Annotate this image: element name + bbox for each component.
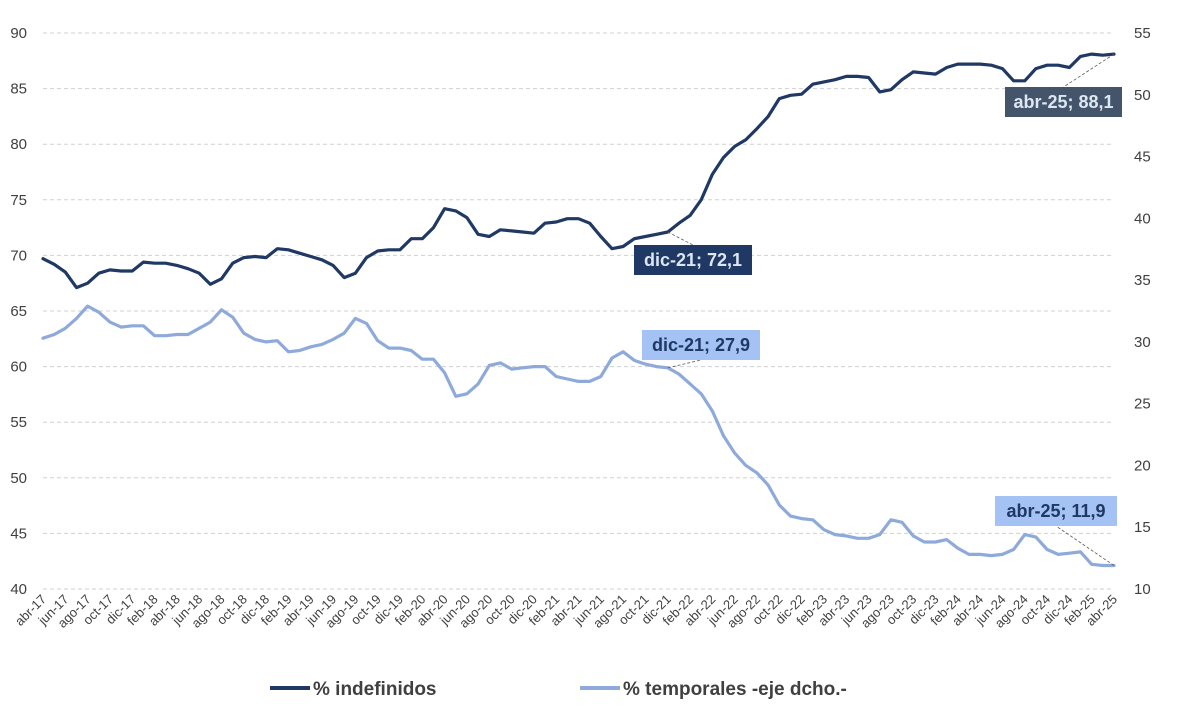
- callout-box: [642, 330, 760, 360]
- legend-label-indefinidos: % indefinidos: [313, 679, 437, 700]
- callout-label: dic-21; 27,9: [652, 335, 750, 355]
- left-tick-label: 80: [10, 136, 27, 153]
- callout-leader: [667, 231, 694, 246]
- right-tick-label: 35: [1134, 272, 1151, 289]
- callout-box: [634, 245, 752, 275]
- right-tick-label: 30: [1134, 334, 1151, 351]
- legend-label-temporales: % temporales -eje dcho.-: [623, 679, 847, 700]
- right-tick-label: 50: [1134, 87, 1151, 104]
- right-tick-label: 20: [1134, 457, 1151, 474]
- left-tick-label: 45: [10, 525, 27, 542]
- callout-box: [1005, 87, 1122, 117]
- series-lines: [41, 52, 1116, 568]
- right-axis-ticks: 10 15 20 25 30 35 40 45 50 55: [1134, 25, 1151, 598]
- left-tick-label: 55: [10, 414, 27, 431]
- left-tick-label: 90: [10, 25, 27, 42]
- right-tick-label: 55: [1134, 25, 1151, 42]
- callouts: dic-21; 72,1 abr-25; 88,1 dic-21; 27,9 abr-…: [634, 53, 1122, 566]
- left-tick-label: 40: [10, 581, 27, 598]
- left-tick-label: 85: [10, 81, 27, 98]
- callout-box: [995, 496, 1117, 526]
- right-tick-label: 45: [1134, 149, 1151, 166]
- legend: % indefinidos % temporales -eje dcho.-: [270, 679, 847, 700]
- series-line-temporales: [41, 304, 1116, 568]
- callout-leader: [1063, 53, 1115, 88]
- left-tick-label: 75: [10, 192, 27, 209]
- left-tick-label: 60: [10, 359, 27, 376]
- callout-leader: [667, 359, 702, 369]
- callout-label: abr-25; 88,1: [1013, 92, 1113, 112]
- right-tick-label: 40: [1134, 210, 1151, 227]
- left-tick-label: 50: [10, 470, 27, 487]
- left-axis-ticks: 40 45 50 55 60 65 70 75 80 85 90: [10, 25, 27, 598]
- gridlines: [43, 32, 1114, 590]
- callout-leader: [1055, 525, 1115, 566]
- callout-label: dic-21; 72,1: [644, 250, 742, 270]
- right-tick-label: 10: [1134, 581, 1151, 598]
- series-line-indefinidos: [41, 52, 1116, 290]
- x-axis-ticks: abr-17jun-17ago-17oct-17dic-17feb-18abr-…: [12, 592, 1120, 631]
- right-tick-label: 15: [1134, 519, 1151, 536]
- right-tick-label: 25: [1134, 396, 1151, 413]
- callout-label: abr-25; 11,9: [1006, 501, 1105, 521]
- left-tick-label: 70: [10, 247, 27, 264]
- left-tick-label: 65: [10, 303, 27, 320]
